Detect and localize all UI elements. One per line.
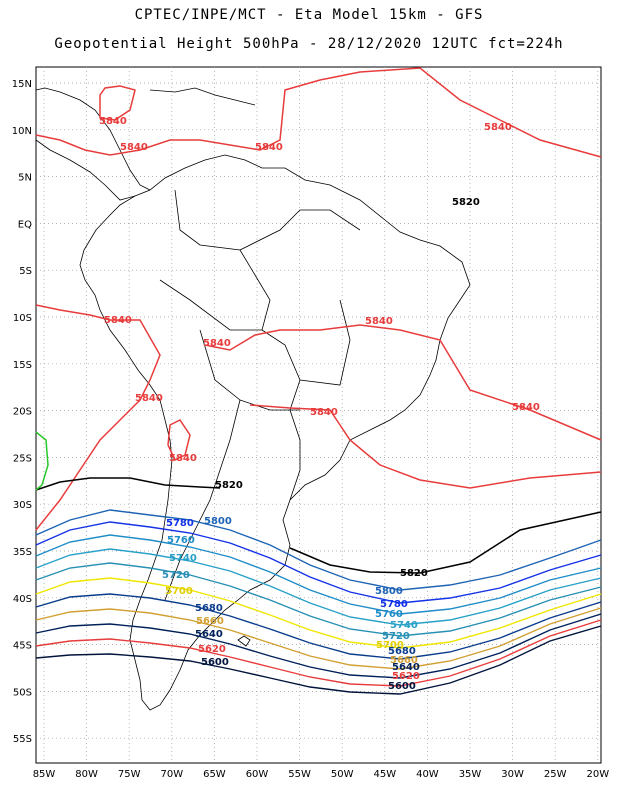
- contour-labels: 5840 5840 5840 5840 5840 5840 5840 5840 …: [99, 116, 540, 692]
- contour-label-5840: 5840: [169, 453, 197, 464]
- contour-label-5840: 5840: [203, 338, 231, 349]
- lon-tick-label: 70W: [160, 769, 183, 780]
- contour-5660-line: [35, 607, 602, 670]
- lon-tick-label: 20W: [586, 769, 609, 780]
- contour-label-5660: 5660: [390, 655, 418, 666]
- lat-tick-label: 45S: [13, 641, 32, 652]
- contour-label-5600: 5600: [388, 681, 416, 692]
- contour-5840-andes-loop: [167, 419, 191, 462]
- contour-label-5700: 5700: [165, 586, 193, 597]
- contour-label-5760: 5760: [375, 609, 403, 620]
- contour-5780-line: [35, 521, 602, 604]
- contour-5740-line: [35, 548, 602, 626]
- contour-label-5840: 5840: [104, 315, 132, 326]
- contour-green-fragment: [35, 431, 49, 491]
- lat-tick-label: 10N: [12, 126, 32, 137]
- contour-5840-north: [35, 67, 602, 158]
- lon-tick-label: 55W: [288, 769, 311, 780]
- contour-label-5840: 5840: [310, 407, 338, 418]
- contour-label-5740: 5740: [390, 620, 418, 631]
- lat-tick-label: EQ: [18, 219, 32, 230]
- contour-5640-line: [35, 613, 602, 679]
- contour-label-5600: 5600: [201, 657, 229, 668]
- contour-label-5840: 5840: [365, 316, 393, 327]
- contour-label-5620: 5620: [392, 671, 420, 682]
- contour-label-5640: 5640: [392, 662, 420, 673]
- axis-ticks: 15N 10N 5N EQ 5S 10S 15S 20S 25S 30S 35S 40S 45S 50S 5…: [12, 79, 609, 780]
- lon-tick-label: 65W: [203, 769, 226, 780]
- contour-label-5840: 5840: [120, 142, 148, 153]
- lat-tick-label: 5S: [19, 266, 32, 277]
- graticule: [36, 67, 601, 763]
- lat-tick-label: 20S: [13, 407, 32, 418]
- contour-label-5680: 5680: [195, 603, 223, 614]
- map-title-line1: CPTEC/INPE/MCT - Eta Model 15km - GFS: [134, 7, 484, 23]
- lat-tick-label: 50S: [13, 687, 32, 698]
- lon-tick-label: 45W: [373, 769, 396, 780]
- lat-tick-label: 15S: [13, 360, 32, 371]
- contour-5820-main: [35, 477, 602, 574]
- national-borders: [159, 189, 361, 601]
- central-america-coast: [35, 87, 151, 191]
- lat-tick-label: 30S: [13, 500, 32, 511]
- contour-5840-south: [35, 304, 161, 531]
- contour-label-5800: 5800: [375, 586, 403, 597]
- contour-label-5720: 5720: [162, 570, 190, 581]
- contour-label-5840: 5840: [255, 142, 283, 153]
- coastlines: [35, 87, 471, 711]
- contour-label-5660: 5660: [196, 616, 224, 627]
- contour-label-5840: 5840: [484, 122, 512, 133]
- contour-5840-loop: [99, 85, 136, 121]
- lon-tick-label: 35W: [459, 769, 482, 780]
- lat-tick-label: 40S: [13, 594, 32, 605]
- contour-5600-line: [35, 625, 602, 695]
- contour-label-5820: 5820: [215, 480, 243, 491]
- contour-label-5820: 5820: [400, 568, 428, 579]
- contour-5820: [35, 477, 602, 574]
- contour-label-5740: 5740: [169, 553, 197, 564]
- contour-label-5620: 5620: [198, 644, 226, 655]
- contour-label-5760: 5760: [167, 535, 195, 546]
- lat-tick-label: 5N: [18, 173, 32, 184]
- contour-5720-line: [35, 562, 602, 637]
- central-america-coast-south: [35, 139, 136, 201]
- contour-label-5820: 5820: [452, 197, 480, 208]
- lon-tick-label: 80W: [75, 769, 98, 780]
- contour-bands: [35, 509, 602, 695]
- caribbean-islands: [149, 87, 256, 106]
- contour-5840: [35, 67, 602, 531]
- contour-label-5840: 5840: [512, 402, 540, 413]
- contour-label-5780: 5780: [166, 518, 194, 529]
- contour-label-5840: 5840: [135, 393, 163, 404]
- lat-tick-label: 25S: [13, 453, 32, 464]
- contour-label-5800: 5800: [204, 516, 232, 527]
- contour-5620-line: [35, 619, 602, 687]
- contour-label-5840: 5840: [99, 116, 127, 127]
- contour-label-5640: 5640: [195, 629, 223, 640]
- map-title-line2: Geopotential Height 500hPa - 28/12/2020 …: [54, 36, 564, 52]
- contour-5680-line: [35, 593, 602, 660]
- lon-tick-label: 85W: [33, 769, 56, 780]
- lat-tick-label: 35S: [13, 547, 32, 558]
- lon-tick-label: 25W: [544, 769, 567, 780]
- contour-label-5700: 5700: [376, 640, 404, 651]
- lon-tick-label: 30W: [501, 769, 524, 780]
- contour-5840-interior: [204, 324, 602, 441]
- lon-tick-label: 50W: [331, 769, 354, 780]
- contour-label-5780: 5780: [380, 599, 408, 610]
- lat-tick-label: 15N: [12, 79, 32, 90]
- lon-tick-label: 75W: [118, 769, 141, 780]
- contour-label-5680: 5680: [388, 646, 416, 657]
- contour-5840-mid: [249, 404, 602, 489]
- falkland-islands: [237, 635, 251, 647]
- lat-tick-label: 55S: [13, 734, 32, 745]
- contour-5760-line: [35, 534, 602, 615]
- lon-tick-label: 60W: [246, 769, 269, 780]
- contour-5800-line: [35, 509, 602, 591]
- contour-5700-line: [35, 577, 602, 649]
- contour-label-5720: 5720: [382, 631, 410, 642]
- lat-tick-label: 10S: [13, 313, 32, 324]
- lon-tick-label: 40W: [416, 769, 439, 780]
